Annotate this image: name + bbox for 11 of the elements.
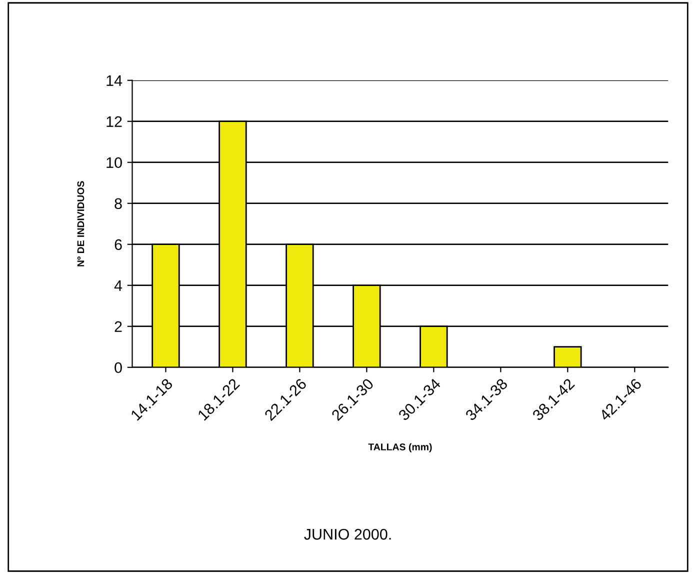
x-axis-title: TALLAS (mm) — [368, 443, 432, 452]
y-tick-label: 10 — [106, 157, 122, 168]
y-tick-label: 12 — [106, 116, 122, 127]
y-tick-label: 8 — [114, 198, 122, 210]
y-tick-label: 0 — [114, 362, 122, 374]
y-tick-label: 6 — [114, 239, 122, 250]
y-tick-label: 2 — [114, 321, 122, 332]
y-tick-label: 4 — [114, 280, 122, 291]
text: JUNIO 2000. — [304, 528, 391, 540]
y-tick-label: 14 — [106, 75, 122, 86]
y-axis-title: Nº DE INDIVIDUOS — [77, 181, 84, 266]
